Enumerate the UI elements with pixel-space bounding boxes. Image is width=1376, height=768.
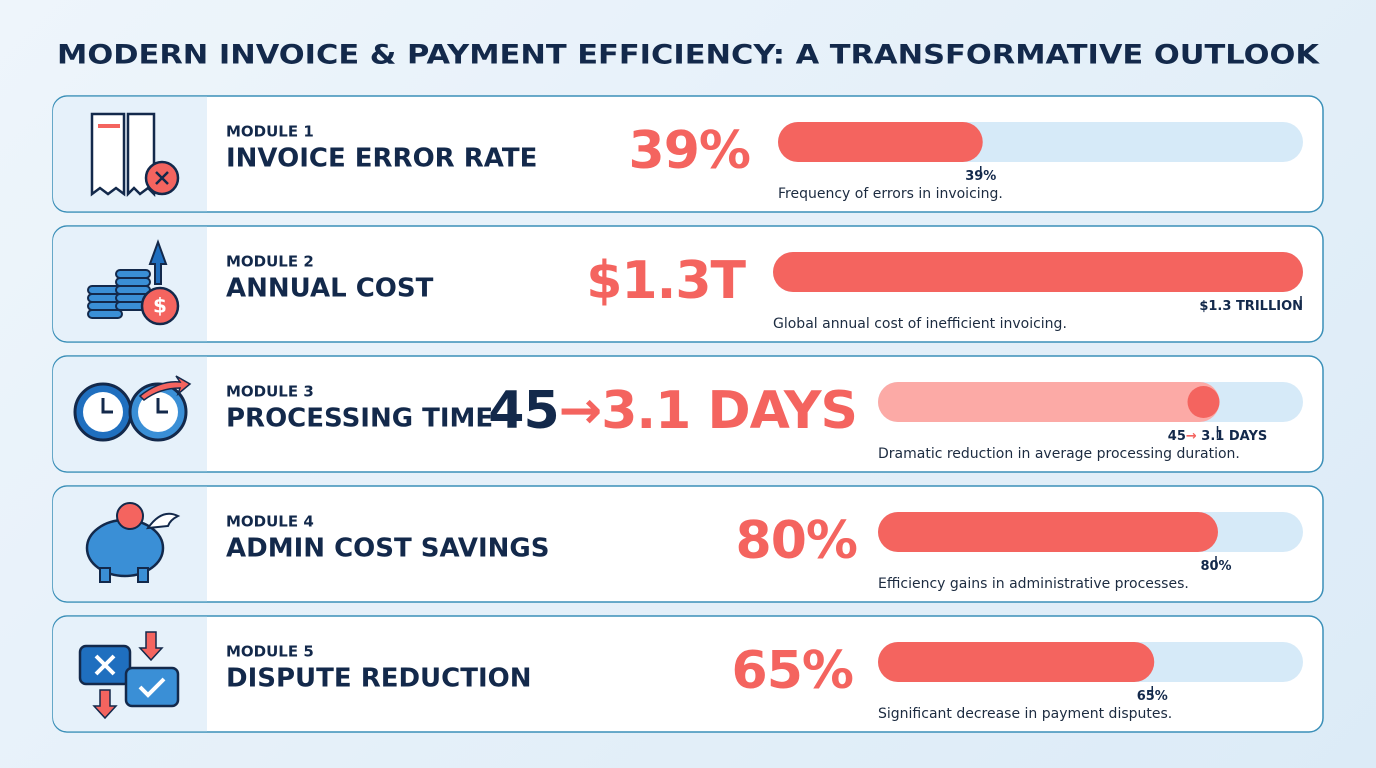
icon: [145, 512, 181, 530]
big-value: 39%: [629, 121, 750, 181]
big-value: $1.3T: [586, 251, 746, 311]
bar-fill: [773, 252, 1303, 292]
bar-label: 80%: [1200, 559, 1231, 574]
icon: [138, 677, 166, 698]
icon: [137, 567, 149, 583]
icon: [148, 239, 168, 285]
module-title: ANNUAL COST: [226, 274, 434, 304]
icon: [155, 171, 169, 185]
icon: [138, 631, 164, 662]
description: Global annual cost of inefficient invoic…: [773, 316, 1067, 332]
module-title: ADMIN COST SAVINGS: [226, 534, 549, 564]
bar-label: $1.3 TRILLION: [1199, 299, 1303, 314]
bar-fill: [878, 512, 1218, 552]
icon: [138, 375, 192, 401]
bar-label-part: 39%: [965, 169, 996, 184]
big-value: 80%: [736, 511, 857, 571]
description: Frequency of errors in invoicing.: [778, 186, 1003, 202]
description: Efficiency gains in administrative proce…: [878, 576, 1189, 592]
bar-label-part: 45: [1168, 429, 1186, 444]
icon: [124, 666, 180, 708]
bar-label-part: 80%: [1200, 559, 1231, 574]
module-label: MODULE 4: [226, 513, 314, 531]
big-value-part: $1.3T: [586, 251, 746, 311]
bar-label-part: →: [1186, 429, 1197, 444]
bar-marker: [1187, 386, 1220, 418]
description: Significant decrease in payment disputes…: [878, 706, 1172, 722]
icon: [90, 112, 126, 197]
icon: [94, 654, 116, 676]
bar-label-part: $1.3 TRILLION: [1199, 299, 1303, 314]
big-value-part: →: [559, 381, 602, 441]
big-value-part: 45: [488, 381, 558, 441]
module-label: MODULE 2: [226, 253, 314, 271]
module-title: DISPUTE REDUCTION: [226, 664, 532, 694]
bar-label: 39%: [965, 169, 996, 184]
bar-label: 65%: [1137, 689, 1168, 704]
big-value-part: 3.1 DAYS: [601, 381, 857, 441]
module-label: MODULE 5: [226, 643, 314, 661]
module-card: MODULE 1 INVOICE ERROR RATE 39% 39% Frequenc…: [52, 95, 1324, 213]
icon: [87, 309, 123, 319]
page-title: MODERN INVOICE & PAYMENT EFFICIENCY: A T…: [57, 40, 1320, 71]
module-card: MODULE 4 ADMIN COST SAVINGS 80% 80% Efficien…: [52, 485, 1324, 603]
module-title: PROCESSING TIME: [226, 404, 493, 434]
module-label: MODULE 3: [226, 383, 314, 401]
icon: [115, 277, 151, 287]
icon: [115, 269, 151, 279]
module-card: $ MODULE 2 ANNUAL COST $1.3T $1.3 TRILLION Gl…: [52, 225, 1324, 343]
big-value: 45→3.1 DAYS: [488, 381, 857, 441]
big-value-part: 65%: [732, 641, 853, 701]
icon: [99, 567, 111, 583]
bar-label: 45→ 3.1 DAYS: [1168, 429, 1267, 444]
bar-fill: [878, 642, 1155, 682]
icon: [115, 285, 151, 295]
bar-fill: [778, 122, 983, 162]
icon: [116, 502, 144, 530]
bar-fill: [878, 382, 1220, 422]
module-card: MODULE 5 DISPUTE REDUCTION 65% 65% Significa…: [52, 615, 1324, 733]
bar-label-part: 65%: [1137, 689, 1168, 704]
big-value-part: 80%: [736, 511, 857, 571]
icon: [101, 398, 168, 414]
big-value: 65%: [732, 641, 853, 701]
module-title: INVOICE ERROR RATE: [226, 144, 537, 174]
icon: [140, 286, 180, 326]
bar-label-part: 3.1 DAYS: [1197, 429, 1267, 444]
big-value-part: 39%: [629, 121, 750, 181]
description: Dramatic reduction in average processing…: [878, 446, 1240, 462]
module-label: MODULE 1: [226, 123, 314, 141]
icon: [92, 689, 118, 720]
icon: $: [153, 294, 167, 318]
